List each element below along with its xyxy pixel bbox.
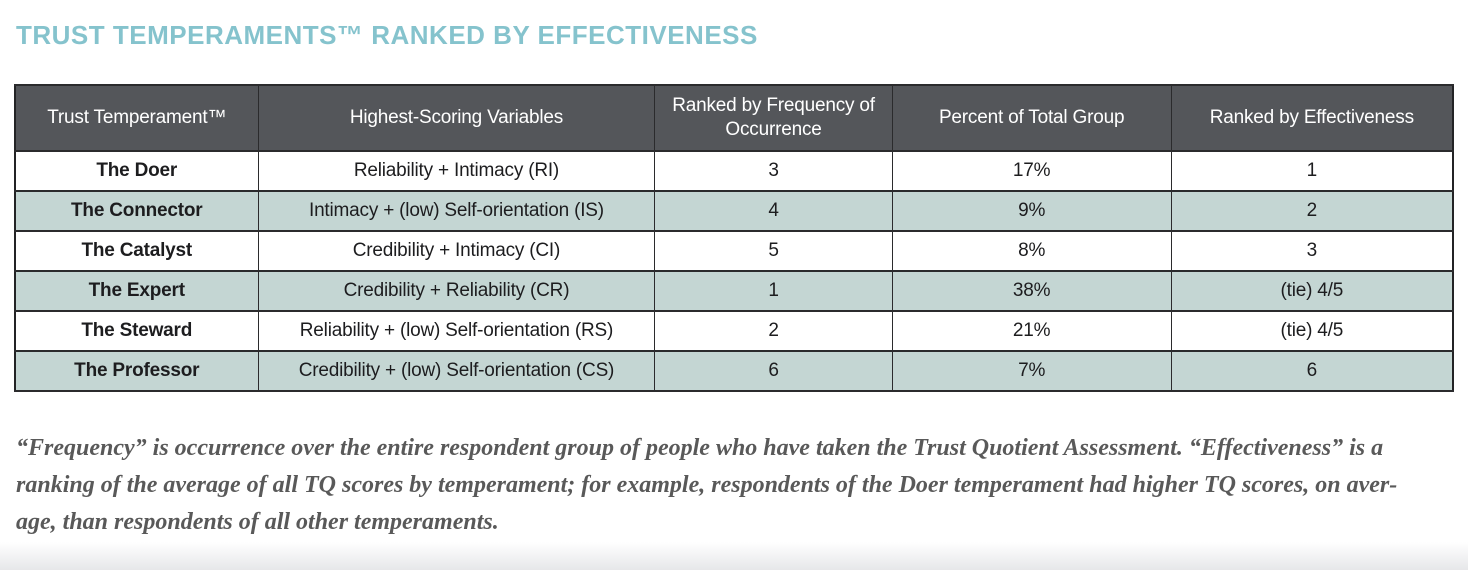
table-row-doer: The Doer Reliability + Intimacy (RI) 3 1… — [14, 150, 1454, 192]
cell-percent: 7% — [891, 350, 1172, 392]
cell-variables: Intimacy + (low) Self-orientation (IS) — [257, 190, 656, 232]
cell-frequency-rank: 6 — [654, 350, 893, 392]
column-header-ranked-by-frequency: Ranked by Frequency of Occurrence — [654, 84, 893, 152]
cell-effectiveness-rank: 1 — [1170, 150, 1454, 192]
cell-effectiveness-rank: 6 — [1170, 350, 1454, 392]
page-title: TRUST TEMPERAMENTS™ RANKED BY EFFECTIVEN… — [16, 20, 758, 50]
cell-frequency-rank: 5 — [654, 230, 893, 272]
cell-percent: 9% — [891, 190, 1172, 232]
cell-effectiveness-rank: (tie) 4/5 — [1170, 310, 1454, 352]
footnote-line-1: “Frequency” is occurrence over the entir… — [16, 435, 1384, 461]
cell-percent: 8% — [891, 230, 1172, 272]
cell-temperament: The Expert — [14, 270, 259, 312]
table-row-catalyst: The Catalyst Credibility + Intimacy (CI)… — [14, 230, 1454, 272]
cell-variables: Reliability + Intimacy (RI) — [257, 150, 656, 192]
cell-variables: Credibility + Reliability (CR) — [257, 270, 656, 312]
page-bottom-fade — [0, 542, 1468, 570]
cell-temperament: The Connector — [14, 190, 259, 232]
footnote-line-3: age, than respondents of all other tempe… — [16, 509, 499, 535]
column-header-trust-temperament: Trust Temperament™ — [14, 84, 259, 152]
trust-temperaments-table: Trust Temperament™ Highest-Scoring Varia… — [14, 84, 1454, 392]
cell-percent: 38% — [891, 270, 1172, 312]
cell-effectiveness-rank: 2 — [1170, 190, 1454, 232]
cell-effectiveness-rank: 3 — [1170, 230, 1454, 272]
table-header: Trust Temperament™ Highest-Scoring Varia… — [14, 84, 1454, 152]
cell-temperament: The Steward — [14, 310, 259, 352]
cell-percent: 17% — [891, 150, 1172, 192]
cell-variables: Reliability + (low) Self-orientation (RS… — [257, 310, 656, 352]
column-header-percent-of-total-group: Percent of Total Group — [891, 84, 1172, 152]
cell-temperament: The Catalyst — [14, 230, 259, 272]
cell-percent: 21% — [891, 310, 1172, 352]
cell-frequency-rank: 1 — [654, 270, 893, 312]
table-row-connector: The Connector Intimacy + (low) Self-orie… — [14, 190, 1454, 232]
footnote-line-2: ranking of the average of all TQ scores … — [16, 472, 1398, 498]
column-header-highest-scoring-variables: Highest-Scoring Variables — [257, 84, 656, 152]
header-row: Trust Temperament™ Highest-Scoring Varia… — [14, 84, 1454, 152]
cell-effectiveness-rank: (tie) 4/5 — [1170, 270, 1454, 312]
cell-frequency-rank: 3 — [654, 150, 893, 192]
cell-temperament: The Professor — [14, 350, 259, 392]
cell-temperament: The Doer — [14, 150, 259, 192]
cell-frequency-rank: 4 — [654, 190, 893, 232]
footnote: “Frequency” is occurrence over the entir… — [16, 430, 1456, 541]
table-row-expert: The Expert Credibility + Reliability (CR… — [14, 270, 1454, 312]
table-body: The Doer Reliability + Intimacy (RI) 3 1… — [14, 150, 1454, 392]
column-header-ranked-by-effectiveness: Ranked by Effectiveness — [1170, 84, 1454, 152]
cell-variables: Credibility + Intimacy (CI) — [257, 230, 656, 272]
cell-frequency-rank: 2 — [654, 310, 893, 352]
table-row-professor: The Professor Credibility + (low) Self-o… — [14, 350, 1454, 392]
cell-variables: Credibility + (low) Self-orientation (CS… — [257, 350, 656, 392]
table-row-steward: The Steward Reliability + (low) Self-ori… — [14, 310, 1454, 352]
